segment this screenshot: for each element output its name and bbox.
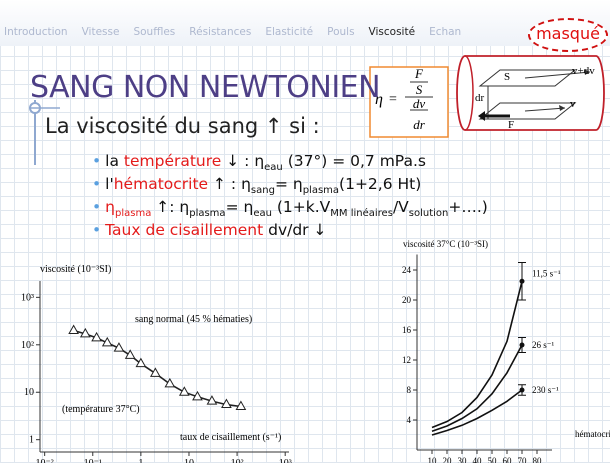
data-point: [151, 368, 160, 376]
bullet-list: la température ↓ : ηeau (37°) = 0,7 mPa.…: [92, 152, 488, 244]
bullet-text: Taux de cisaillement: [105, 221, 263, 239]
bullet-text: l': [105, 175, 114, 193]
bullet-text: dv/dr ↓: [263, 221, 326, 239]
series-label: 230 s⁻¹: [532, 385, 559, 395]
bullet-text: +….): [448, 198, 487, 216]
diagram-label: S: [504, 71, 510, 83]
formula-s: S: [416, 82, 423, 97]
bullet-text: plasma: [303, 185, 339, 196]
bullet-text: ↑ : η: [208, 175, 251, 193]
y-tick-label: 4: [407, 415, 412, 425]
bullet-text: (1+k.V: [272, 198, 330, 216]
series-label: 11,5 s⁻¹: [532, 268, 561, 278]
bullet-text: eau: [264, 162, 283, 173]
x-tick-label: 10⁻¹: [84, 458, 102, 463]
formula-f: F: [414, 66, 424, 81]
diagram-label: v: [570, 98, 576, 110]
x-tick-label: 60: [503, 456, 513, 463]
x-tick-label: 70: [518, 456, 528, 463]
data-point: [520, 388, 525, 393]
x-tick-label: 80: [533, 456, 543, 463]
y-tick-label: 1: [29, 435, 34, 446]
bullet-text: /V: [393, 198, 409, 216]
data-point: [520, 343, 525, 348]
bullet-text: hématocrite: [114, 175, 208, 193]
bullet-text: eau: [253, 208, 272, 219]
bullet-text: = η: [275, 175, 303, 193]
bullet-text: solution: [409, 208, 449, 219]
formula-dr: dr: [413, 117, 426, 132]
chart-title: viscosité (10⁻³SI): [40, 264, 111, 275]
subtitle: La viscosité du sang ↑ si :: [45, 114, 320, 138]
x-tick-label: 40: [473, 456, 483, 463]
bullet-text: plasma: [115, 208, 151, 219]
bullet-text: MM linéaires: [330, 208, 393, 219]
x-tick-label: 30: [458, 456, 468, 463]
y-tick-label: 10³: [21, 292, 34, 303]
slide-title: SANG NON NEWTONIEN: [30, 70, 380, 105]
diagram-label: F: [508, 119, 514, 131]
bullet-text: ↓ : η: [221, 152, 264, 170]
bullet-text: (1+2,6 Ht): [339, 175, 421, 193]
bullet-text: ↑: η: [151, 198, 189, 216]
data-point: [520, 279, 525, 284]
bullet: l'hématocrite ↑ : ηsang= ηplasma(1+2,6 H…: [92, 175, 488, 198]
chart-title: viscosité 37°C (10⁻³SI): [403, 239, 488, 249]
diagram-label: v+dv: [572, 65, 595, 77]
chart: viscosité 37°C (10⁻³SI) hématocrite 4 8 12 16…: [395, 235, 610, 463]
y-tick-label: 12: [402, 355, 411, 365]
x-tick-label: 10: [428, 456, 438, 463]
annotation: (température 37°C): [62, 404, 140, 415]
series-label: 26 s⁻¹: [532, 340, 555, 350]
formula-equals: =: [389, 92, 397, 107]
y-tick-label: 20: [402, 295, 412, 305]
x-tick-label: 10²: [231, 458, 244, 463]
bullet-text: = η: [226, 198, 254, 216]
bullet-text: la: [105, 152, 124, 170]
slide: IntroductionVitesseSoufflesRésistancesEl…: [0, 0, 610, 463]
bullet: la température ↓ : ηeau (37°) = 0,7 mPa.…: [92, 152, 488, 175]
formula-dv: dv: [413, 96, 426, 111]
diagram-label: dr: [475, 92, 485, 104]
x-axis-label: hématocrite: [575, 429, 610, 439]
y-tick-label: 16: [402, 325, 412, 335]
series-line: [74, 331, 241, 407]
chart: viscosité (10⁻³SI) taux de cisaillement (…: [0, 262, 335, 463]
x-tick-label: 10³: [279, 458, 292, 463]
y-tick-label: 10: [24, 387, 34, 398]
series-line: [432, 281, 522, 427]
y-tick-label: 24: [402, 265, 412, 275]
x-tick-label: 10⁻²: [36, 458, 54, 463]
x-tick-label: 10: [184, 458, 194, 463]
data-point: [165, 379, 174, 387]
bullet-text: température: [124, 152, 221, 170]
data-point: [126, 350, 135, 358]
x-axis-label: taux de cisaillement (s⁻¹): [180, 432, 281, 443]
data-point: [69, 326, 78, 334]
bullet-text: sang: [251, 185, 275, 196]
y-tick-label: 8: [407, 385, 412, 395]
x-tick-label: 50: [488, 456, 498, 463]
bullet-text: plasma: [189, 208, 225, 219]
data-point: [136, 359, 145, 367]
x-tick-label: 20: [443, 456, 453, 463]
y-tick-label: 10²: [21, 340, 34, 351]
annotation: sang normal (45 % hématies): [135, 314, 252, 325]
x-tick-label: 1: [138, 458, 143, 463]
bullet-text: (37°) = 0,7 mPa.s: [283, 152, 426, 170]
bullet: ηplasma ↑: ηplasma= ηeau (1+k.VMM linéai…: [92, 198, 488, 221]
bullet-text: η: [105, 198, 115, 216]
